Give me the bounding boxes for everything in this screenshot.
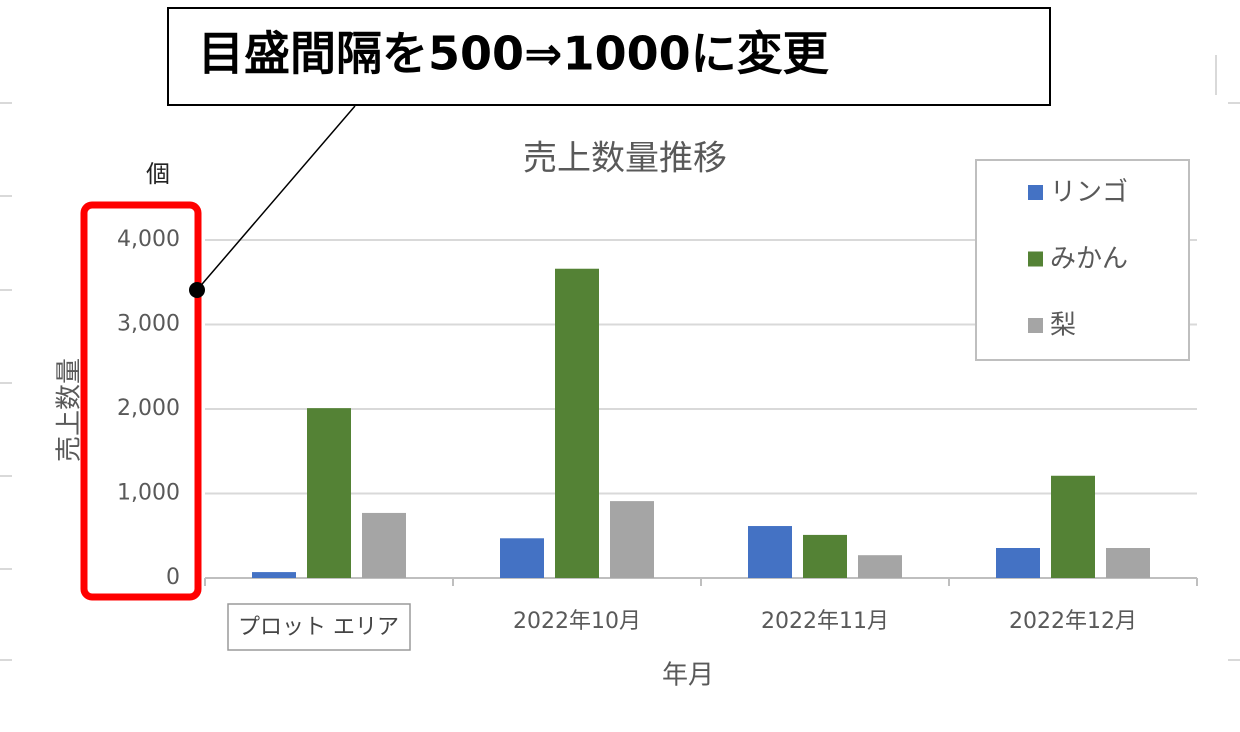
- annotation-box: [167, 7, 1051, 106]
- bar: [996, 548, 1040, 578]
- legend-box: [975, 159, 1190, 361]
- legend-swatch: [1028, 251, 1043, 267]
- y-axis-title: 売上数量: [55, 358, 85, 462]
- chart-title: 売上数量推移: [523, 139, 727, 179]
- callout-dot: [189, 282, 205, 298]
- y-tick-label: 4,000: [117, 227, 180, 252]
- bar: [555, 268, 599, 578]
- annotation-text: 目盛間隔を500⇒1000に変更: [198, 27, 830, 81]
- x-tick-label: 2022年10月: [513, 609, 641, 634]
- legend-label: リンゴ: [1050, 178, 1128, 208]
- legend-swatch: [1028, 185, 1043, 200]
- tooltip-text: プロット エリア: [238, 615, 399, 640]
- callout-line: [196, 105, 356, 291]
- legend-label: みかん: [1050, 244, 1128, 274]
- bar: [803, 534, 847, 578]
- bar: [500, 538, 544, 578]
- bar: [1051, 475, 1095, 578]
- bar: [1106, 548, 1150, 578]
- y-tick-label: 3,000: [117, 312, 180, 337]
- y-tick-label: 2,000: [117, 396, 180, 421]
- plot-area: 0 1,000 2,000 3,000 4,000 2022年10月 2022年11月 202…: [117, 227, 1198, 634]
- sheet-gridline-marks: [0, 55, 1240, 661]
- bar: [858, 555, 902, 578]
- x-axis-title: 年月: [662, 661, 714, 691]
- x-tick-label: 2022年11月: [761, 609, 889, 634]
- legend-label: 梨: [1050, 311, 1076, 341]
- bar: [748, 526, 792, 578]
- unit-label: 個: [146, 160, 170, 188]
- bar: [362, 512, 406, 578]
- tooltip-box: [227, 603, 411, 651]
- y-tick-label: 0: [166, 565, 180, 590]
- bar: [252, 572, 296, 578]
- x-tick-label: 2022年12月: [1009, 609, 1137, 634]
- bar: [307, 408, 351, 578]
- legend-swatch: [1028, 318, 1043, 333]
- bar: [610, 501, 654, 578]
- y-tick-label: 1,000: [117, 481, 180, 506]
- highlight-box: [80, 201, 202, 601]
